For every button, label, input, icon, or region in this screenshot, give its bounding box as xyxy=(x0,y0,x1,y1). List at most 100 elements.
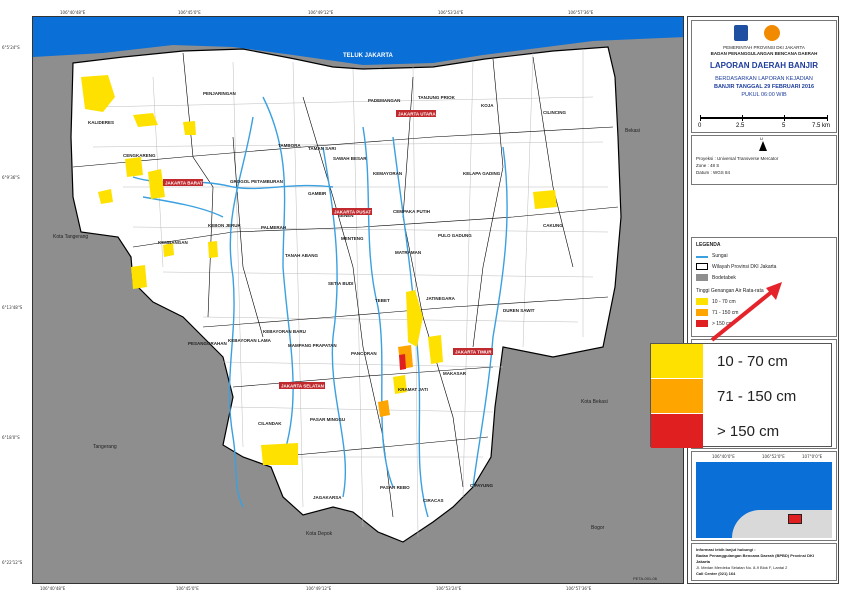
north-arrow-icon xyxy=(759,141,767,151)
coord-left: 6°18'0"S xyxy=(2,435,20,440)
projection-line: Datum : WGS 84 xyxy=(696,170,731,175)
scale-label: 7.5 km xyxy=(812,123,831,129)
flood-map[interactable]: TELUK JAKARTA PENJARINGAN PADEMANGAN TAN… xyxy=(33,17,684,584)
admin-label-utara-bg xyxy=(396,110,436,117)
flood-zone-yellow[interactable] xyxy=(393,375,407,394)
district-label: KOJA xyxy=(481,103,494,108)
province-swatch xyxy=(696,263,708,270)
district-label: KEBON JERUK xyxy=(208,223,242,228)
coord-bottom: 106°49'12"E xyxy=(306,586,332,591)
district-label: MATRAMAN xyxy=(395,250,421,255)
district-label: KRAMAT JATI xyxy=(398,387,428,392)
callout-label-c3: > 150 cm xyxy=(717,422,780,440)
flood-zone-yellow[interactable] xyxy=(208,241,218,258)
subtitle-3: PUKUL 06:00 WIB xyxy=(741,92,787,98)
flood-zone-yellow[interactable] xyxy=(163,243,174,257)
coord-top: 106°45'0"E xyxy=(178,10,201,15)
callout-label-c1: 10 - 70 cm xyxy=(717,352,788,370)
info-line: Badan Penanggulangan Bencana Daerah (BPB… xyxy=(696,553,815,558)
map-title: LAPORAN DAERAH BANJIR xyxy=(709,61,818,70)
district-label: KEBAYORAN LAMA xyxy=(228,338,272,343)
legenda-box: LEGENDA Sungai Wilayah Provinsi DKI Jaka… xyxy=(691,237,837,337)
flood-zone-red[interactable] xyxy=(399,354,406,370)
outside-label-tangerang: Tangerang xyxy=(93,444,117,450)
scale-tick xyxy=(700,115,701,121)
district-label: CIPAYUNG xyxy=(470,483,494,488)
flood-zone-yellow[interactable] xyxy=(183,121,196,135)
road-network xyxy=(92,49,609,538)
district-label: CENGKARENG xyxy=(123,153,156,158)
c1-swatch xyxy=(696,298,708,305)
keterangan-callout: 10 - 70 cm 71 - 150 cm > 150 cm xyxy=(650,343,833,448)
district-label: KEBAYORAN BARU xyxy=(263,329,306,334)
bodetabek-swatch xyxy=(696,274,708,281)
legend-item-tinggi: Tinggi Genangan Air Rata-rata xyxy=(696,288,764,294)
scale-bar xyxy=(700,117,828,119)
legend-item-c3: > 150 cm xyxy=(712,321,733,327)
flood-zone-yellow[interactable] xyxy=(406,290,423,347)
flood-zone-yellow[interactable] xyxy=(133,113,158,127)
district-label: PASAR MINGGU xyxy=(310,417,345,422)
scale-tick xyxy=(827,115,828,121)
map-frame[interactable]: TELUK JAKARTA PENJARINGAN PADEMANGAN TAN… xyxy=(32,16,684,584)
district-label: PADEMANGAN xyxy=(368,98,400,103)
north-label: U xyxy=(760,136,763,141)
flood-zone-yellow[interactable] xyxy=(98,189,113,204)
place-labels: TELUK JAKARTA PENJARINGAN PADEMANGAN TAN… xyxy=(53,53,658,581)
flood-zone-orange[interactable] xyxy=(378,400,390,417)
admin-label-barat: JAKARTA BARAT xyxy=(165,181,203,186)
c3-swatch xyxy=(696,320,708,327)
callout-row-c3: > 150 cm xyxy=(651,414,833,448)
admin-label-timur-bg xyxy=(453,348,493,355)
flood-zone-yellow[interactable] xyxy=(81,75,115,112)
info-line: Jakarta xyxy=(696,559,711,564)
legend-item-c2: 71 - 150 cm xyxy=(712,310,739,316)
callout-row-c1: 10 - 70 cm xyxy=(651,344,833,378)
district-label: CIRACAS xyxy=(423,498,444,503)
scale-tick xyxy=(742,115,743,121)
flood-zone-yellow[interactable] xyxy=(428,335,443,364)
district-label: CEMPAKA PUTIH xyxy=(393,209,430,214)
district-label: MAMPANG PRAPATAN xyxy=(288,343,337,348)
title-box: PEMERINTAH PROVINSI DKI JAKARTA BADAN PE… xyxy=(691,20,837,133)
district-label: CAKUNG xyxy=(543,223,563,228)
district-label: TAMBORA xyxy=(278,143,301,148)
legend-item-c1: 10 - 70 cm xyxy=(712,299,736,305)
district-label: CILANDAK xyxy=(258,421,282,426)
inset-land xyxy=(732,510,832,538)
outside-label-kota-depok: Kota Depok xyxy=(306,531,333,537)
scale-tick xyxy=(784,115,785,121)
flood-zone-yellow[interactable] xyxy=(533,190,557,209)
district-label: KEMBANGAN xyxy=(158,240,188,245)
district-label: GROGOL PETAMBURAN xyxy=(230,179,283,184)
coord-bottom: 106°53'24"E xyxy=(436,586,462,591)
outside-label-bogor: Bogor xyxy=(591,525,605,531)
info-box: Informasi lebih lanjut hubungi : Badan P… xyxy=(691,543,837,581)
district-label: KALIDERES xyxy=(88,120,114,125)
projection-line: Zone : 48 S xyxy=(696,163,720,168)
district-label: DUREN SAWIT xyxy=(503,308,535,313)
district-label: PALMERAH xyxy=(261,225,286,230)
admin-label-pusat: JAKARTA PUSAT xyxy=(334,210,371,215)
district-label: MAKASAR xyxy=(443,371,467,376)
callout-row-c2: 71 - 150 cm xyxy=(651,379,833,413)
admin-label-pusat-bg xyxy=(332,208,372,215)
flood-zone-yellow[interactable] xyxy=(148,169,165,199)
district-label: SAWAH BESAR xyxy=(333,156,367,161)
legend-item-bodetabek: Bodetabek xyxy=(712,275,736,281)
inset-coord: 107°0'0"E xyxy=(802,454,823,459)
info-line: Jl. Medan Merdeka Selatan No. 8-9 Blok F… xyxy=(696,565,788,570)
subtitle-1: BERDASARKAN LAPORAN KEJADIAN xyxy=(715,76,813,82)
projection-line: Proyeksi : Universal Transverse Mercator xyxy=(696,156,779,161)
district-label: PENJARINGAN xyxy=(203,91,236,96)
flood-zone-yellow[interactable] xyxy=(131,265,147,289)
outside-label-kota-bekasi: Kota Bekasi xyxy=(581,399,608,405)
district-label: TEBET xyxy=(375,298,390,303)
flood-zone-yellow[interactable] xyxy=(125,157,143,177)
river-swatch xyxy=(696,256,708,258)
flood-zone-yellow[interactable] xyxy=(261,443,298,465)
coord-top: 106°49'12"E xyxy=(308,10,334,15)
district-label: CILINCING xyxy=(543,110,566,115)
legend-item-sungai: Sungai xyxy=(712,253,728,259)
flood-zones[interactable] xyxy=(81,75,557,465)
